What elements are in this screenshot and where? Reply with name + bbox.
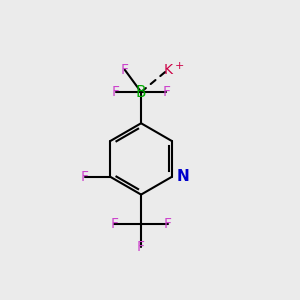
Text: F: F (164, 217, 172, 231)
Text: F: F (121, 63, 129, 77)
Text: F: F (112, 85, 120, 99)
Text: F: F (137, 240, 145, 254)
Text: F: F (162, 85, 170, 99)
Text: F: F (81, 170, 89, 184)
Text: K: K (163, 63, 172, 77)
Text: F: F (110, 217, 118, 231)
Text: +: + (174, 61, 184, 71)
Text: N: N (176, 169, 189, 184)
Text: B: B (136, 85, 146, 100)
